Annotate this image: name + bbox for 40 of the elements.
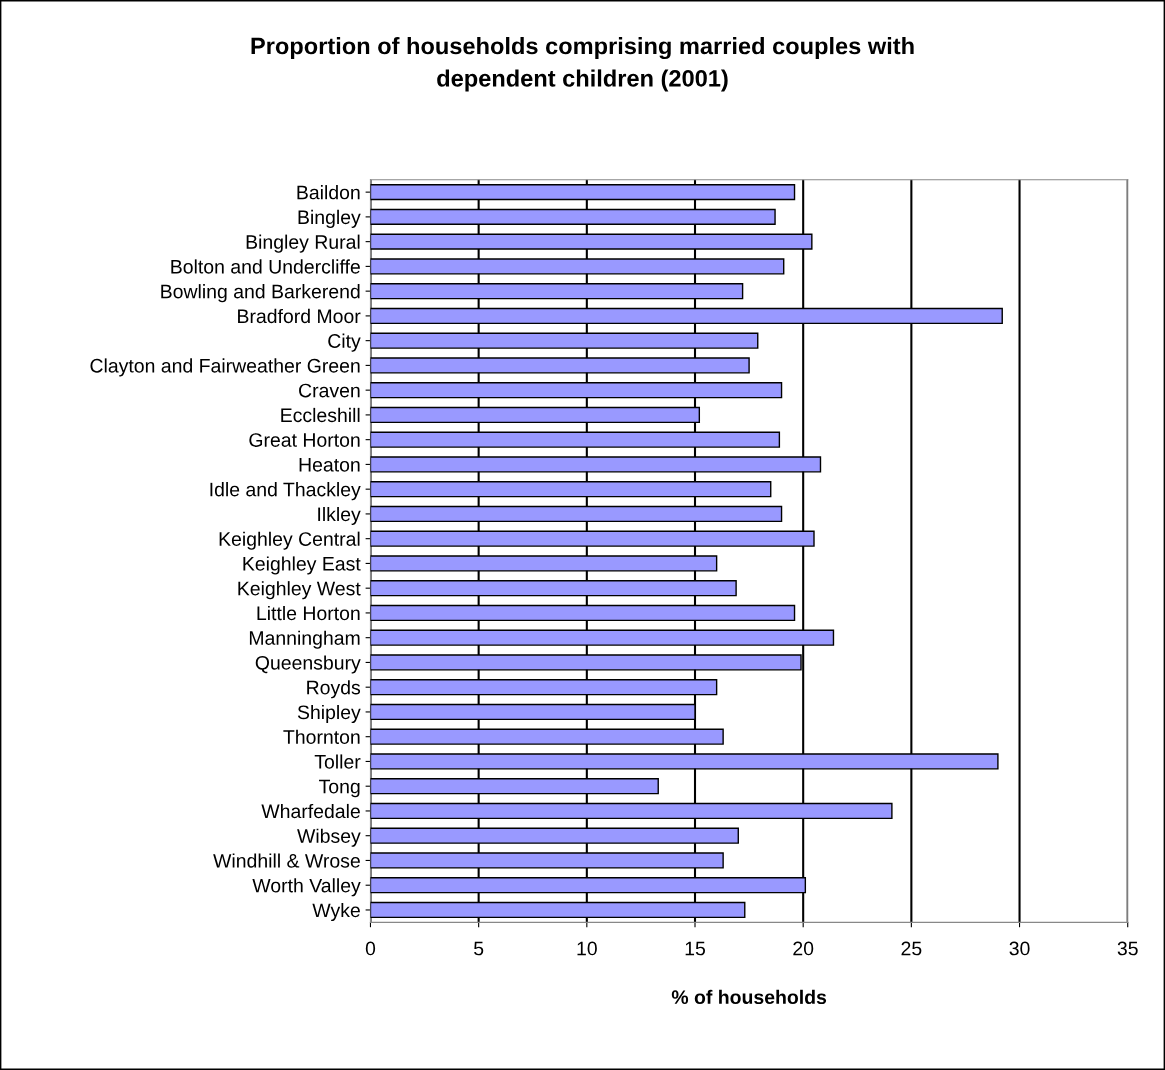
- y-tick-label: Windhill & Wrose: [213, 853, 360, 868]
- x-tick-label: 35: [1117, 941, 1138, 956]
- y-tick-label: Bradford Moor: [238, 308, 361, 324]
- y-tick-label: Eccleshill: [281, 407, 360, 423]
- y-tick-label: Royds: [307, 680, 361, 699]
- y-tick-label: Queensbury: [255, 655, 361, 674]
- y-tick-label: Bolton and Undercliffe: [171, 259, 360, 274]
- y-tick-label: Clayton and Fairweather Green: [90, 358, 360, 377]
- y-tick-label: Wibsey: [297, 828, 361, 847]
- y-tick-label: Wharfedale: [261, 803, 360, 819]
- y-tick-label: Worth Valley: [252, 878, 361, 897]
- y-tick-label: Great Horton: [249, 433, 360, 447]
- x-tick-label: 0: [365, 941, 376, 956]
- y-tick-label: Toller: [314, 754, 361, 769]
- y-tick-label: Craven: [299, 383, 360, 398]
- y-tick-label: Tong: [319, 779, 360, 798]
- chart-title: Proportion of households comprising married couples with dependent children (2001): [251, 37, 914, 92]
- y-tick-label: Bingley: [298, 209, 361, 228]
- y-tick-label: Baildon: [297, 185, 360, 200]
- y-tick-label: Heaton: [299, 458, 360, 472]
- y-tick-label: Idle and Thackley: [210, 482, 361, 501]
- y-tick-label: Bowling and Barkerend: [161, 284, 360, 303]
- x-tick-label: 20: [793, 941, 814, 956]
- y-tick-label: Keighley Central: [219, 531, 360, 550]
- y-tick-label: Shipley: [297, 704, 361, 724]
- y-tick-label: Keighley East: [243, 556, 361, 575]
- x-tick-label: 30: [1009, 941, 1030, 956]
- y-tick-label: Ilkley: [318, 506, 361, 525]
- x-axis-title: % of households: [671, 989, 827, 1005]
- x-tick-label: 15: [685, 941, 706, 956]
- x-tick-label: 25: [901, 941, 922, 956]
- x-tick-label: 5: [474, 941, 484, 956]
- y-tick-label: Keighley West: [238, 581, 361, 600]
- y-tick-label: Thornton: [283, 729, 360, 744]
- y-tick-label: City: [328, 333, 361, 352]
- y-tick-label: Bingley Rural: [246, 234, 360, 253]
- y-tick-label: Manningham: [249, 630, 360, 649]
- y-tick-label: Wyke: [312, 902, 360, 922]
- y-tick-label: Little Horton: [257, 605, 360, 621]
- x-tick-label: 10: [577, 941, 597, 956]
